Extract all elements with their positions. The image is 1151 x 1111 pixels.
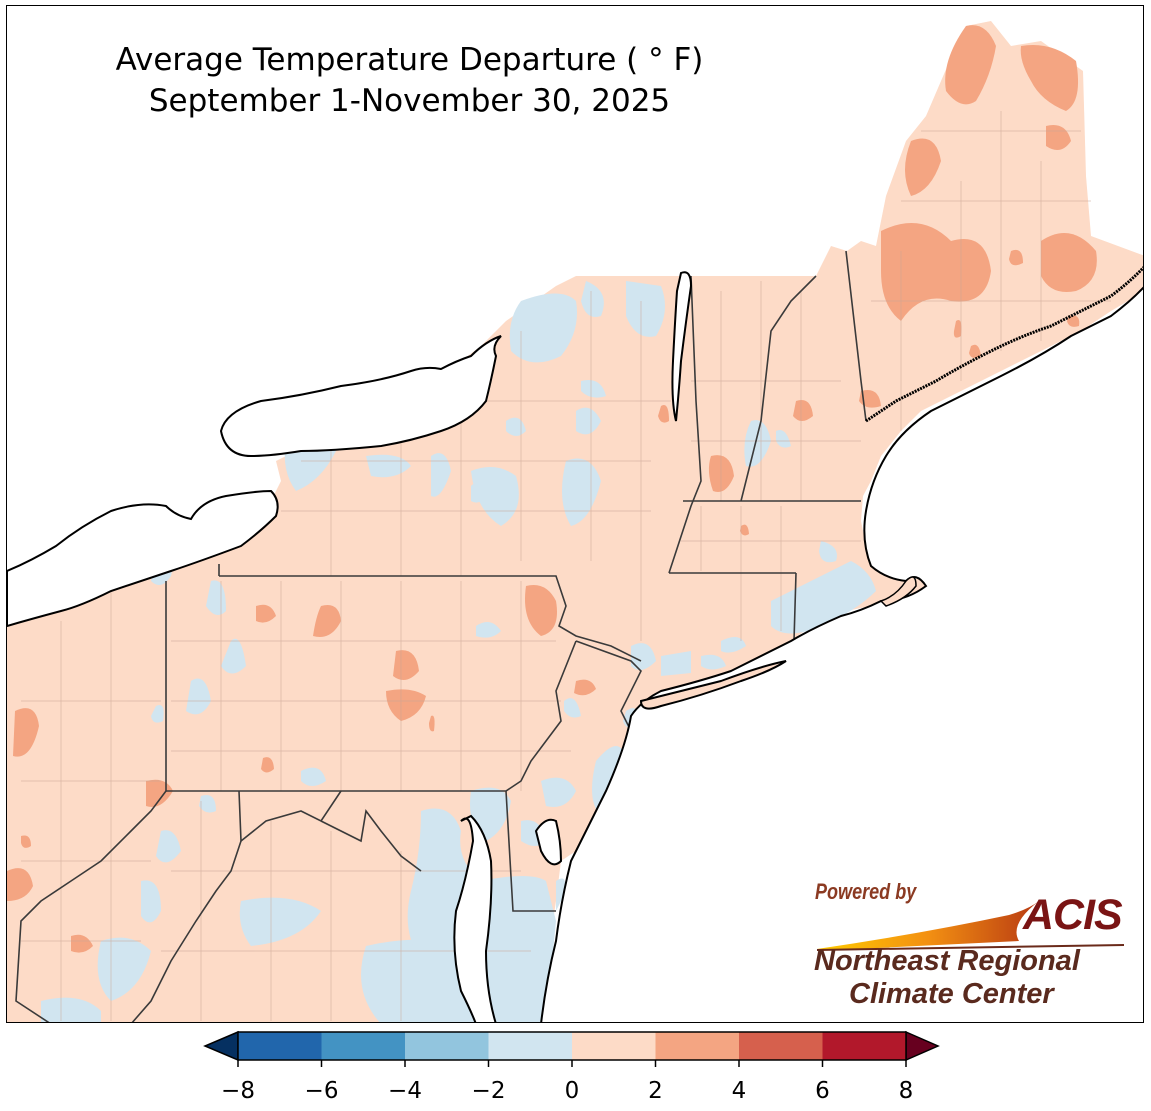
nrcc-acis-logo: Powered by ACIS Northeast Regional Clima… bbox=[809, 879, 1139, 1019]
colorbar-segment bbox=[405, 1032, 489, 1060]
lake-ontario bbox=[219, 335, 502, 458]
org-name-line-2: Climate Center bbox=[849, 978, 1054, 1010]
acis-brand: ACIS bbox=[1023, 891, 1123, 939]
colorbar-segment bbox=[572, 1032, 656, 1060]
md-wv-border bbox=[238, 790, 422, 872]
colorbar-tick-label: 6 bbox=[815, 1078, 830, 1104]
temperature-departure-map bbox=[7, 21, 1143, 1022]
colorbar-segment bbox=[739, 1032, 823, 1060]
state-boundaries bbox=[15, 250, 867, 1022]
colorbar-tick-label: 2 bbox=[648, 1078, 663, 1104]
colorbar-segment bbox=[655, 1032, 740, 1060]
colorbar-extend-low bbox=[203, 1030, 239, 1062]
md-de-border bbox=[505, 790, 556, 912]
colorbar-segment bbox=[321, 1032, 406, 1060]
lakes-and-coastlines bbox=[7, 271, 1143, 1022]
cape-cod bbox=[879, 576, 917, 607]
wv-outline bbox=[15, 790, 242, 1022]
powered-by-label: Powered by bbox=[815, 879, 917, 904]
colorbar-segment bbox=[488, 1032, 573, 1060]
colorbar-tick-label: −8 bbox=[221, 1078, 255, 1104]
map-panel: Average Temperature Departure ( ° F) Sep… bbox=[6, 5, 1144, 1023]
colorbar-tick-label: −6 bbox=[304, 1078, 339, 1104]
colorbar-tick-label: 4 bbox=[731, 1078, 747, 1104]
title-line-2: September 1-November 30, 2025 bbox=[148, 83, 671, 119]
map-title: Average Temperature Departure ( ° F) Sep… bbox=[37, 40, 782, 122]
colorbar-tick-label: 0 bbox=[564, 1078, 580, 1104]
colorbar-segment bbox=[822, 1032, 907, 1060]
acis-swoosh-icon bbox=[816, 901, 1125, 951]
maine-coastline bbox=[865, 265, 1143, 423]
pa-outline bbox=[165, 581, 577, 792]
colorbar-legend: −8 −6 −4 −2 0 2 4 6 8 bbox=[200, 1030, 945, 1110]
long-island bbox=[639, 660, 787, 710]
chesapeake-bay bbox=[453, 814, 497, 1022]
colorbar-tick-label: 8 bbox=[898, 1078, 914, 1104]
colorbar-extend-high bbox=[905, 1030, 940, 1062]
colorbar-tick-label: −2 bbox=[471, 1078, 506, 1104]
colorbar-gradient bbox=[203, 1030, 940, 1067]
warm-anomaly-areas bbox=[7, 25, 1097, 953]
vt-nh-ct-ma bbox=[668, 250, 867, 642]
colorbar-segment bbox=[238, 1032, 322, 1060]
county-boundaries bbox=[21, 111, 1111, 1021]
lake-erie bbox=[7, 489, 279, 628]
title-line-1: Average Temperature Departure ( ° F) bbox=[115, 42, 704, 78]
nj-outline bbox=[575, 640, 642, 732]
lake-champlain bbox=[671, 271, 693, 422]
org-name-line-1: Northeast Regional bbox=[814, 945, 1080, 977]
ny-pa-border bbox=[218, 564, 642, 662]
colorbar-tick-label: −4 bbox=[388, 1078, 422, 1104]
delaware-bay bbox=[534, 818, 563, 866]
